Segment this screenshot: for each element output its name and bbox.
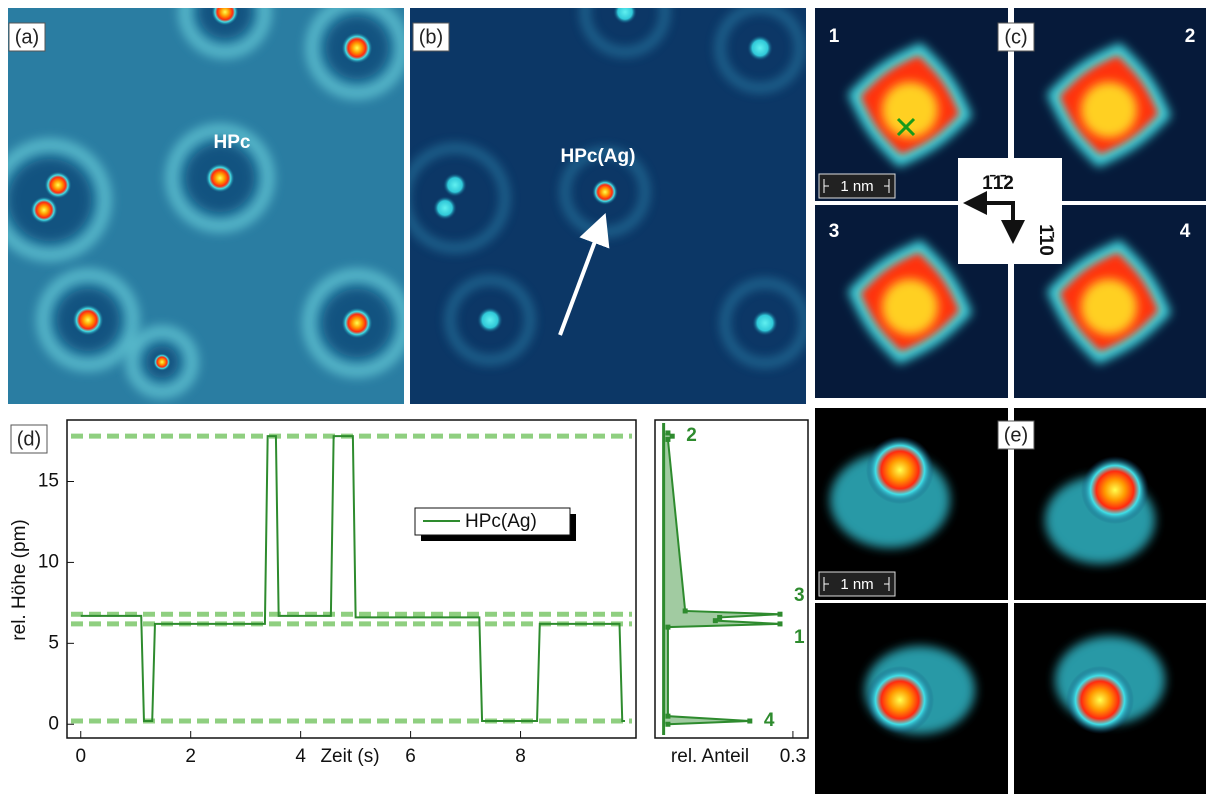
molecule	[443, 173, 467, 197]
molecule-head	[1066, 666, 1134, 734]
molecule	[433, 196, 457, 220]
x-tick-label: 0.3	[780, 746, 806, 767]
molecule-head	[866, 666, 934, 734]
molecule-core	[1081, 82, 1137, 138]
x-tick-label: 0	[75, 746, 86, 767]
distribution-point	[747, 719, 752, 724]
molecule	[477, 307, 503, 333]
molecule	[72, 304, 104, 336]
molecule	[205, 163, 235, 193]
y-tick-label: 0	[48, 713, 59, 734]
x-tick-label: 6	[405, 746, 416, 767]
distribution-point	[717, 615, 722, 620]
distribution-point	[683, 608, 688, 613]
molecule	[30, 196, 58, 224]
distribution-point	[665, 625, 670, 630]
panel-label: (a)	[15, 26, 39, 48]
state-label: 3	[829, 221, 840, 242]
molecule	[44, 171, 72, 199]
stm-images: (a) (b) (c) (e) HPc HPc(Ag) 1 2 3 4 1̄1̄2 1̄10 1 nm 1…	[0, 0, 1206, 794]
point-label: 1	[794, 627, 805, 648]
molecule-core	[882, 279, 938, 335]
state-label: 2	[1185, 26, 1196, 47]
y-tick-label: 15	[38, 471, 59, 492]
molecule	[341, 32, 373, 64]
molecule	[153, 353, 171, 371]
data-line	[81, 436, 625, 721]
state-label: 1	[829, 26, 840, 47]
x-axis-label: Zeit (s)	[320, 746, 379, 767]
molecule-highlight	[592, 179, 618, 205]
state-label: 4	[1180, 221, 1191, 242]
figure: (a) (b) (c) (e) HPc HPc(Ag) 1 2 3 4 1̄1̄2 1̄10 1 nm 1…	[0, 0, 1206, 794]
panel-label: (b)	[419, 26, 443, 48]
distribution-point	[670, 434, 675, 439]
chart-panel: 0 2 4 6 8 0 5 10 15 Zeit (s) rel. Höhe (pm) (d) HPc(…	[9, 420, 808, 767]
y-tick-label: 10	[38, 551, 59, 572]
distribution-point	[777, 612, 782, 617]
molecule	[752, 310, 778, 336]
distribution-point	[665, 437, 670, 442]
molecule	[613, 0, 637, 24]
distribution-point	[665, 722, 670, 727]
y-tick-label: 5	[48, 632, 59, 653]
legend-label: HPc(Ag)	[465, 511, 537, 532]
direction-label: 1̄1̄2	[982, 173, 1014, 194]
x-tick-label: 2	[185, 746, 196, 767]
point-label: 2	[686, 425, 697, 446]
distribution-point	[665, 714, 670, 719]
molecule-label: HPc	[214, 132, 251, 153]
direction-label: 1̄10	[1035, 224, 1056, 256]
distribution-point	[777, 621, 782, 626]
panel-label: (e)	[1004, 424, 1028, 446]
panel-label: (d)	[17, 428, 41, 450]
scale-label: 1 nm	[840, 178, 873, 195]
molecule-core	[1081, 279, 1137, 335]
molecule	[341, 307, 373, 339]
x-tick-label: 4	[295, 746, 306, 767]
panel-label: (c)	[1004, 26, 1027, 48]
image-content	[865, 646, 975, 734]
molecule-head	[866, 436, 934, 504]
distribution-point	[665, 430, 670, 435]
point-label: 3	[794, 585, 805, 606]
point-label: 4	[764, 710, 775, 731]
x-tick-label: 8	[515, 746, 526, 767]
distribution-point	[713, 618, 718, 623]
x-axis-label: rel. Anteil	[671, 746, 749, 767]
image-background	[410, 8, 806, 404]
molecule	[747, 35, 773, 61]
scale-label: 1 nm	[840, 576, 873, 593]
y-axis-label: rel. Höhe (pm)	[9, 519, 30, 640]
distribution-line	[668, 433, 780, 724]
molecule-label: HPc(Ag)	[561, 146, 636, 167]
molecule-head	[1081, 456, 1149, 524]
